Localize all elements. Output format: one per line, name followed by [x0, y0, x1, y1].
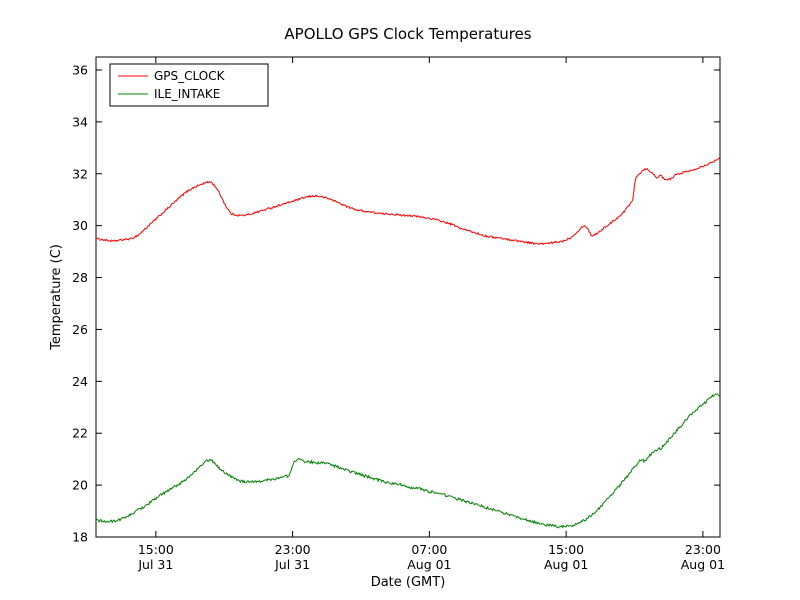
y-tick-label: 22	[72, 426, 88, 441]
x-tick-date: Aug 01	[407, 557, 451, 572]
y-tick-label: 28	[72, 270, 88, 285]
y-tick-label: 24	[72, 374, 88, 389]
chart-title: APOLLO GPS Clock Temperatures	[284, 25, 531, 43]
y-tick-label: 26	[72, 322, 88, 337]
y-tick-label: 18	[72, 530, 88, 545]
x-axis-label: Date (GMT)	[371, 575, 446, 590]
x-tick-time: 15:00	[548, 542, 584, 557]
y-tick-label: 32	[72, 166, 88, 181]
y-tick-label: 34	[72, 114, 88, 129]
x-tick-date: Aug 01	[681, 557, 725, 572]
y-tick-label: 20	[72, 478, 88, 493]
legend-box	[109, 63, 269, 107]
y-axis: 18 20 22 24 26 28 30 32 34 36	[72, 62, 720, 545]
series-line-ile_intake	[95, 393, 721, 529]
legend: GPS_CLOCK ILE_INTAKE	[109, 63, 269, 107]
x-tick-time: 15:00	[138, 542, 174, 557]
x-tick-date: Jul 31	[274, 557, 310, 572]
x-tick-time: 23:00	[275, 542, 311, 557]
legend-label: ILE_INTAKE	[154, 87, 220, 101]
legend-label: GPS_CLOCK	[154, 69, 226, 83]
x-tick-date: Jul 31	[137, 557, 173, 572]
series-line-gps_clock	[95, 156, 721, 246]
x-tick-time: 07:00	[411, 542, 447, 557]
x-tick-time: 23:00	[685, 542, 721, 557]
plot-area	[95, 56, 721, 538]
x-tick-date: Aug 01	[544, 557, 588, 572]
y-tick-label: 36	[72, 62, 88, 77]
y-tick-label: 30	[72, 218, 88, 233]
y-axis-label: Temperature (C)	[49, 244, 64, 351]
